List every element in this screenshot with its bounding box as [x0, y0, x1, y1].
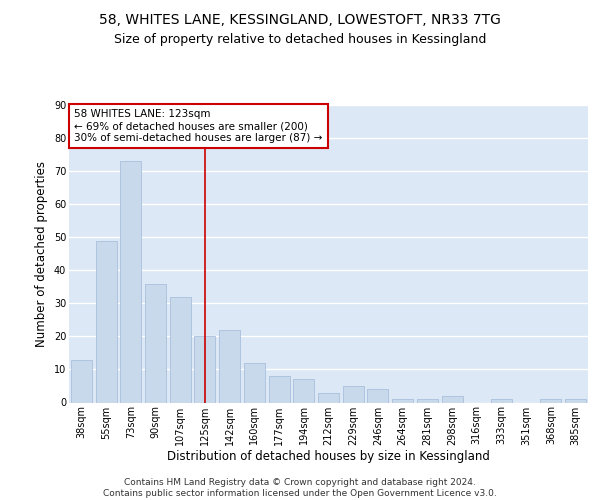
- Bar: [343, 386, 364, 402]
- Bar: [170, 296, 191, 403]
- Bar: [565, 399, 586, 402]
- Bar: [392, 399, 413, 402]
- Bar: [442, 396, 463, 402]
- Bar: [417, 399, 438, 402]
- Text: 58, WHITES LANE, KESSINGLAND, LOWESTOFT, NR33 7TG: 58, WHITES LANE, KESSINGLAND, LOWESTOFT,…: [99, 12, 501, 26]
- Bar: [293, 380, 314, 402]
- Bar: [145, 284, 166, 403]
- Bar: [71, 360, 92, 403]
- Bar: [194, 336, 215, 402]
- Bar: [318, 392, 339, 402]
- Bar: [219, 330, 240, 402]
- Bar: [269, 376, 290, 402]
- Bar: [120, 161, 141, 402]
- Text: 58 WHITES LANE: 123sqm
← 69% of detached houses are smaller (200)
30% of semi-de: 58 WHITES LANE: 123sqm ← 69% of detached…: [74, 110, 323, 142]
- Bar: [95, 240, 116, 402]
- Bar: [244, 363, 265, 403]
- Y-axis label: Number of detached properties: Number of detached properties: [35, 161, 48, 347]
- X-axis label: Distribution of detached houses by size in Kessingland: Distribution of detached houses by size …: [167, 450, 490, 463]
- Text: Size of property relative to detached houses in Kessingland: Size of property relative to detached ho…: [114, 32, 486, 46]
- Bar: [541, 399, 562, 402]
- Bar: [491, 399, 512, 402]
- Text: Contains HM Land Registry data © Crown copyright and database right 2024.
Contai: Contains HM Land Registry data © Crown c…: [103, 478, 497, 498]
- Bar: [367, 390, 388, 402]
